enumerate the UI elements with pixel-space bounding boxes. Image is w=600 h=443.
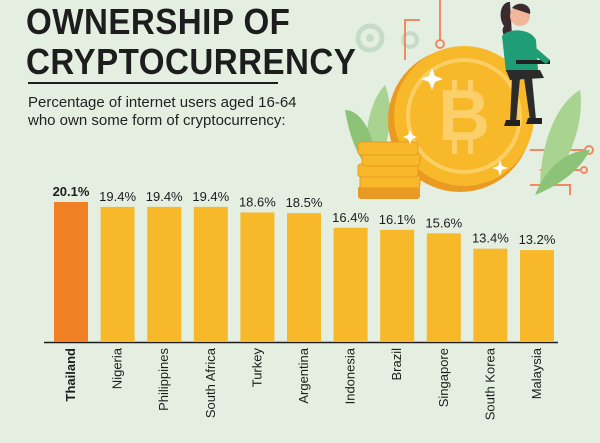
woman-with-laptop-icon xyxy=(500,2,550,126)
gear-icon xyxy=(355,23,385,53)
data-label: 13.4% xyxy=(472,231,509,246)
title-divider xyxy=(28,82,278,84)
gear-icon xyxy=(401,31,419,49)
title-line-1: OWNERSHIP OF xyxy=(26,1,291,42)
sparkle-icon xyxy=(403,68,508,176)
x-tick-label: Turkey xyxy=(249,348,264,388)
bar-argentina xyxy=(287,213,321,342)
bar-nigeria xyxy=(100,206,135,342)
data-label: 20.1% xyxy=(53,184,90,199)
bar-south-africa xyxy=(193,206,228,342)
page-title: OWNERSHIP OF CRYPTOCURRENCY xyxy=(26,2,356,82)
bitcoin-illustration: B xyxy=(345,0,594,199)
data-label: 19.4% xyxy=(192,189,229,204)
x-tick-label: Argentina xyxy=(296,347,311,403)
bar-indonesia xyxy=(333,227,368,342)
x-tick-label: Singapore xyxy=(436,348,451,407)
data-label: 16.1% xyxy=(379,212,416,227)
x-tick-label: Indonesia xyxy=(343,347,358,404)
data-label: 19.4% xyxy=(146,189,183,204)
x-tick-label: South Korea xyxy=(482,347,497,420)
data-label: 13.2% xyxy=(519,232,556,247)
bar-south-korea xyxy=(473,248,508,342)
x-tick-label: Brazil xyxy=(389,348,404,381)
bar-brazil xyxy=(380,229,415,342)
leaf-icon xyxy=(535,90,590,195)
data-label: 18.6% xyxy=(239,194,276,209)
bar-thailand xyxy=(54,202,88,342)
bar-turkey xyxy=(240,212,275,342)
x-tick-label: Philippines xyxy=(156,348,171,411)
data-label: 18.5% xyxy=(286,195,323,210)
svg-text:B: B xyxy=(438,76,490,156)
bar-singapore xyxy=(426,233,461,342)
data-label: 19.4% xyxy=(99,189,136,204)
x-tick-label: South Africa xyxy=(203,347,218,418)
coin-stack-icon xyxy=(357,141,421,199)
x-tick-label: Thailand xyxy=(63,348,78,402)
title-line-2: CRYPTOCURRENCY xyxy=(26,41,357,82)
data-label: 16.4% xyxy=(332,210,369,225)
bar-philippines xyxy=(147,206,182,342)
x-tick-label: Malaysia xyxy=(529,347,544,399)
x-tick-label: Nigeria xyxy=(110,347,125,389)
data-label: 15.6% xyxy=(425,215,462,230)
bar-malaysia xyxy=(520,250,554,342)
chart-subtitle: Percentage of internet users aged 16-64 … xyxy=(28,94,297,129)
